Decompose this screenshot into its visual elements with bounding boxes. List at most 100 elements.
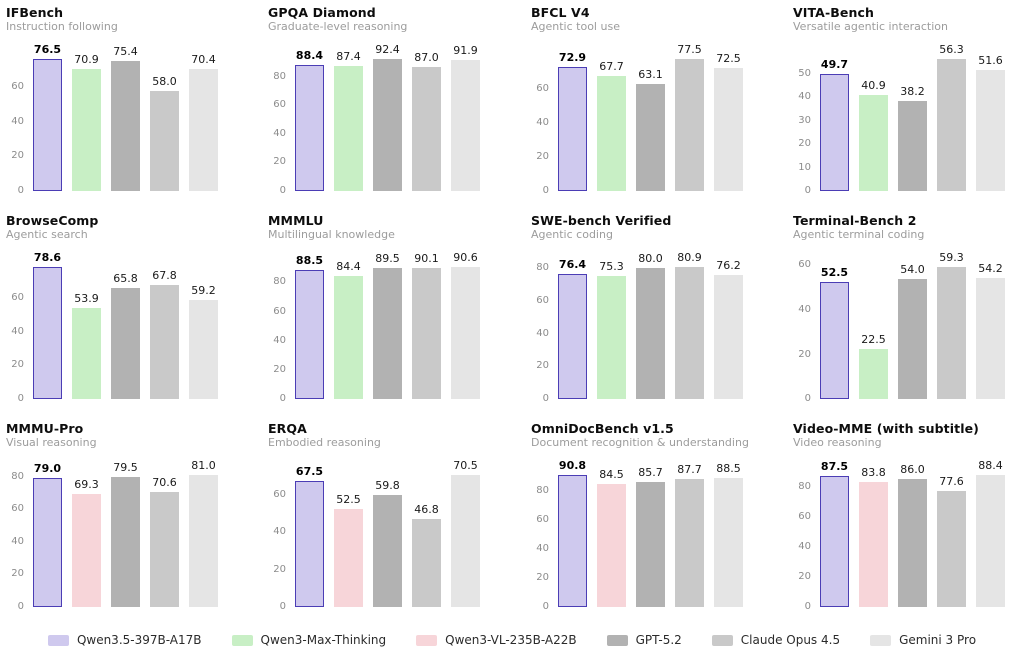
bar-group-claude-opus-4-5: 87.0 xyxy=(412,51,441,191)
y-axis-tick-label: 80 xyxy=(536,262,549,274)
legend-swatch xyxy=(870,634,892,646)
plot-area: 0 20 40 60 80 79.0 69.3 79.5 70.6 81.0 xyxy=(6,457,256,612)
y-axis-tick-label: 0 xyxy=(804,393,811,404)
bars: 49.7 40.9 38.2 56.3 51.6 xyxy=(820,42,1024,191)
bar-value-label: 87.5 xyxy=(820,460,849,474)
y-axis-tick-label: 80 xyxy=(536,484,549,496)
bar-group-qwen3-5-397b-a17b: 87.5 xyxy=(820,461,849,607)
chart-omnidocbench-v1-5: OmniDocBench v1.5 Document recognition & … xyxy=(512,418,768,626)
y-axis-tick-label: 0 xyxy=(804,185,811,196)
y-axis-tick-label: 40 xyxy=(11,535,24,547)
plot-area: 0 20 40 60 67.5 52.5 59.8 46.8 70.5 xyxy=(268,457,512,612)
bar-group-claude-opus-4-5: 80.9 xyxy=(675,252,704,399)
y-axis: 0 20 40 60 xyxy=(6,41,26,196)
bar-value-label: 52.5 xyxy=(336,492,361,506)
legend-label: Claude Opus 4.5 xyxy=(740,633,841,647)
bar-value-label: 75.3 xyxy=(599,260,624,274)
bar-value-label: 90.1 xyxy=(414,251,439,265)
bar-gpt-5-2 xyxy=(898,278,927,399)
legend: Qwen3.5-397B-A17B Qwen3-Max-Thinking Qwen3… xyxy=(0,633,1024,647)
bar-group-qwen3-max-thinking: 40.9 xyxy=(859,80,888,191)
bar-qwen3-max-thinking xyxy=(859,348,888,399)
bar-value-label: 88.4 xyxy=(295,48,324,62)
bars: 67.5 52.5 59.8 46.8 70.5 xyxy=(295,459,512,607)
bar-group-qwen3-5-397b-a17b: 72.9 xyxy=(558,51,587,191)
bar-value-label: 75.4 xyxy=(113,44,138,58)
bar-value-label: 70.4 xyxy=(191,53,216,67)
bar-gemini-3-pro xyxy=(714,478,743,607)
bars: 87.5 83.8 86.0 77.6 88.4 xyxy=(820,459,1024,607)
bar-gpt-5-2 xyxy=(636,268,665,399)
y-axis-tick-label: 20 xyxy=(273,156,286,168)
plot-area: 0 10 20 30 40 50 49.7 40.9 38.2 56.3 51.6 xyxy=(793,41,1024,196)
bar-group-gemini-3-pro: 88.4 xyxy=(976,459,1005,607)
bar-group-gpt-5-2: 89.5 xyxy=(373,253,402,399)
bar-gpt-5-2 xyxy=(111,477,140,607)
y-axis-tick-label: 0 xyxy=(542,185,549,196)
plot-area: 0 20 40 60 80 88.4 87.4 92.4 87.0 91.9 xyxy=(268,41,512,196)
bar-group-gpt-5-2: 59.8 xyxy=(373,479,402,607)
bar-qwen3-max-thinking xyxy=(72,308,101,399)
bar-group-gpt-5-2: 63.1 xyxy=(636,68,665,191)
bar-group-gemini-3-pro: 72.5 xyxy=(714,52,743,191)
bar-group-qwen3-max-thinking: 75.3 xyxy=(597,261,626,399)
y-axis-tick-label: 60 xyxy=(798,511,811,523)
chart-title: MMMLU xyxy=(268,213,324,228)
bar-value-label: 54.2 xyxy=(978,262,1003,276)
bar-group-qwen3-max-thinking: 53.9 xyxy=(72,293,101,399)
bar-group-claude-opus-4-5: 56.3 xyxy=(937,42,966,191)
legend-swatch xyxy=(416,634,438,646)
y-axis-tick-label: 60 xyxy=(798,259,811,271)
chart-subtitle: Agentic terminal coding xyxy=(793,228,925,241)
bar-qwen3-max-thinking xyxy=(597,75,626,191)
bar-value-label: 76.2 xyxy=(716,258,741,272)
chart-browsecomp: BrowseComp Agentic search 0 20 40 60 78.6 53.9 6… xyxy=(0,210,256,418)
chart-mmmlu: MMMLU Multilingual knowledge 0 20 40 60 80 88.5… xyxy=(256,210,512,418)
legend-swatch xyxy=(711,634,733,646)
chart-ifbench: IFBench Instruction following 0 20 40 60 76.5 7… xyxy=(0,2,256,210)
bar-group-gpt-5-2: 85.7 xyxy=(636,467,665,607)
bar-gemini-3-pro xyxy=(976,278,1005,399)
y-axis-tick-label: 60 xyxy=(273,99,286,111)
plot-area: 0 20 40 60 80 87.5 83.8 86.0 77.6 88.4 xyxy=(793,457,1024,612)
y-axis-tick-label: 80 xyxy=(11,470,24,482)
chart-title: BrowseComp xyxy=(6,213,99,228)
bar-value-label: 76.5 xyxy=(33,42,62,56)
bar-qwen3-5-397b-a17b xyxy=(558,274,587,399)
bar-value-label: 65.8 xyxy=(113,272,138,286)
y-axis-tick-label: 0 xyxy=(17,393,24,404)
bar-value-label: 67.7 xyxy=(599,59,624,73)
bar-claude-opus-4-5 xyxy=(675,59,704,191)
bar-gpt-5-2 xyxy=(898,478,927,607)
y-axis-tick-label: 60 xyxy=(273,305,286,317)
bar-value-label: 90.8 xyxy=(558,458,587,472)
y-axis: 0 20 40 60 80 xyxy=(6,457,26,611)
chart-subtitle: Multilingual knowledge xyxy=(268,228,395,241)
bar-value-label: 49.7 xyxy=(820,58,849,72)
bar-qwen3-5-397b-a17b xyxy=(558,474,587,607)
bar-value-label: 56.3 xyxy=(939,42,964,56)
bar-value-label: 81.0 xyxy=(191,459,216,472)
bar-group-gemini-3-pro: 91.9 xyxy=(451,44,480,191)
bar-group-gemini-3-pro: 81.0 xyxy=(189,460,218,607)
bars: 76.4 75.3 80.0 80.9 76.2 xyxy=(558,252,768,399)
y-axis-tick-label: 40 xyxy=(536,116,549,128)
bar-qwen3-vl-235b-a22b xyxy=(72,494,101,607)
chart-mmmu-pro: MMMU-Pro Visual reasoning 0 20 40 60 80 79.0 69.… xyxy=(0,418,256,626)
bar-group-qwen3-vl-235b-a22b: 69.3 xyxy=(72,479,101,607)
chart-title: IFBench xyxy=(6,5,64,20)
legend-item-claude-opus-4-5: Claude Opus 4.5 xyxy=(711,633,841,647)
legend-swatch xyxy=(606,634,628,646)
benchmark-chart-grid: IFBench Instruction following 0 20 40 60 76.5 7… xyxy=(0,2,1024,626)
bar-gpt-5-2 xyxy=(373,58,402,191)
bar-qwen3-5-397b-a17b xyxy=(295,269,324,399)
chart-subtitle: Video reasoning xyxy=(793,436,882,449)
bar-group-claude-opus-4-5: 70.6 xyxy=(150,476,179,607)
bar-value-label: 86.0 xyxy=(900,462,925,476)
y-axis-tick-label: 0 xyxy=(279,601,286,612)
bar-value-label: 85.7 xyxy=(638,466,663,480)
bar-gpt-5-2 xyxy=(898,101,927,191)
bar-gemini-3-pro xyxy=(189,475,218,607)
bar-value-label: 84.5 xyxy=(599,468,624,482)
bar-claude-opus-4-5 xyxy=(150,90,179,191)
